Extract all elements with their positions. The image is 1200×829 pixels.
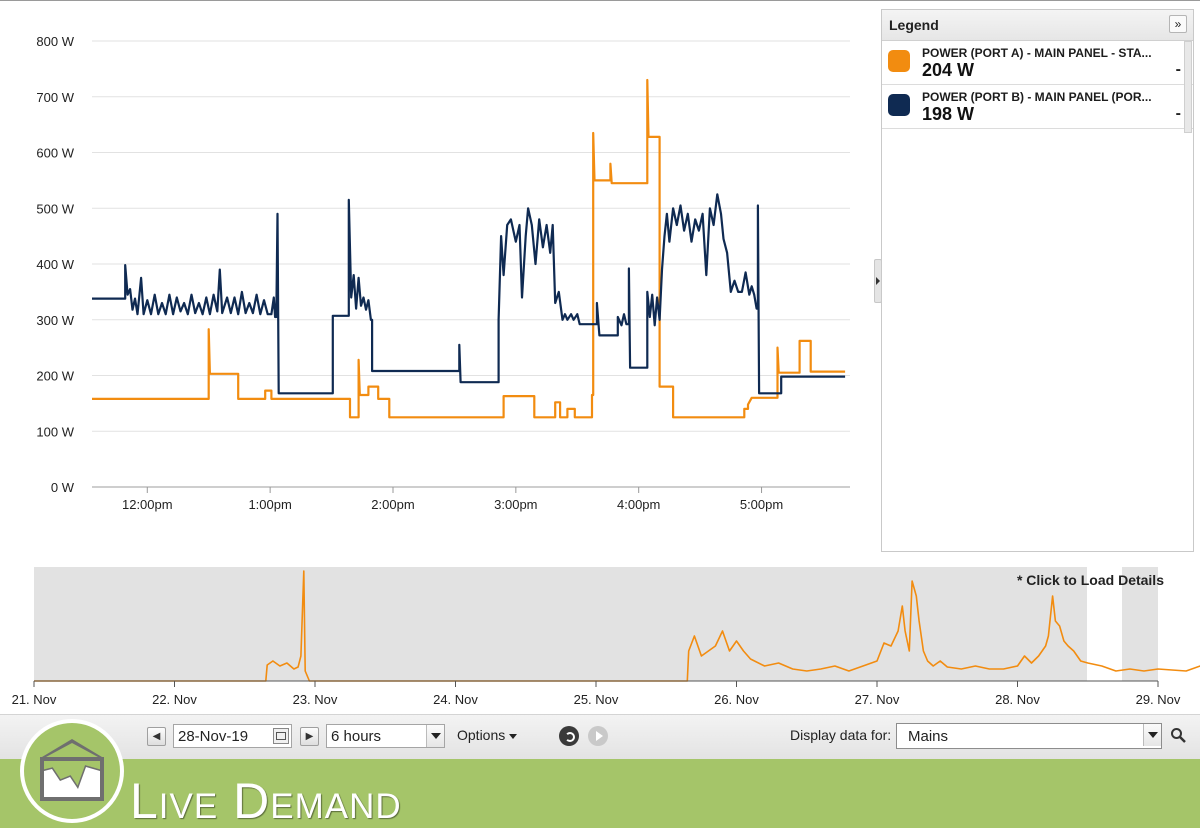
legend-panel: Legend » POWER (PORT A) - MAIN PANEL - S… bbox=[881, 9, 1194, 552]
legend-title: Legend bbox=[889, 17, 939, 33]
overview-tick-label: 21. Nov bbox=[12, 692, 57, 707]
time-range-select[interactable]: 6 hours bbox=[326, 724, 445, 748]
display-data-label: Display data for: bbox=[790, 727, 892, 743]
overview-series bbox=[34, 570, 1200, 682]
series-line-port-b bbox=[92, 193, 846, 395]
previous-period-button[interactable]: ◀ bbox=[147, 727, 166, 746]
overview-tick-label: 24. Nov bbox=[433, 692, 478, 707]
legend-item-port-b[interactable]: POWER (PORT B) - MAIN PANEL (POR... 198 … bbox=[882, 85, 1193, 129]
main-chart-x-axis: 12:00pm 1:00pm 2:00pm 3:00pm 4:00pm 5:00pm bbox=[122, 487, 783, 512]
caret-down-icon bbox=[509, 733, 518, 739]
overview-load-details-note[interactable]: * Click to Load Details bbox=[1017, 572, 1164, 588]
overview-tick-label: 27. Nov bbox=[855, 692, 900, 707]
overview-tick-label: 26. Nov bbox=[714, 692, 759, 707]
y-tick-label: 0 W bbox=[51, 480, 75, 495]
series-line-port-a bbox=[92, 78, 846, 419]
x-tick-label: 4:00pm bbox=[617, 497, 660, 512]
legend-item-value: 198 W bbox=[922, 104, 975, 124]
main-chart-y-axis: 0 W 100 W 200 W 300 W 400 W 500 W 600 W 700 W 80… bbox=[36, 34, 74, 495]
y-tick-label: 500 W bbox=[36, 201, 74, 216]
overview-tick-label: 23. Nov bbox=[293, 692, 338, 707]
y-tick-label: 800 W bbox=[36, 34, 74, 49]
overview-tick-label: 28. Nov bbox=[995, 692, 1040, 707]
y-tick-label: 300 W bbox=[36, 313, 74, 328]
overview-tick-label: 25. Nov bbox=[574, 692, 619, 707]
main-chart-series bbox=[92, 78, 846, 419]
x-tick-label: 5:00pm bbox=[740, 497, 783, 512]
legend-header: Legend » bbox=[882, 10, 1193, 41]
legend-swatch-port-b bbox=[888, 94, 910, 116]
overview-tick-label: 22. Nov bbox=[152, 692, 197, 707]
legend-item-dash: - bbox=[1175, 105, 1181, 122]
time-range-value: 6 hours bbox=[331, 728, 382, 745]
date-input[interactable]: 28-Nov-19 bbox=[178, 728, 249, 745]
refresh-button[interactable] bbox=[559, 726, 579, 746]
overview-background bbox=[34, 567, 1158, 681]
next-period-button[interactable]: ▶ bbox=[300, 727, 319, 746]
calendar-icon[interactable] bbox=[273, 728, 289, 744]
legend-collapse-button[interactable]: » bbox=[1169, 15, 1187, 33]
overview-series-line bbox=[34, 570, 1200, 682]
play-button[interactable] bbox=[588, 726, 608, 746]
y-tick-label: 400 W bbox=[36, 257, 74, 272]
house-chart-logo-icon bbox=[20, 719, 124, 823]
chevron-down-icon[interactable] bbox=[1143, 724, 1161, 746]
y-tick-label: 600 W bbox=[36, 146, 74, 161]
y-tick-label: 100 W bbox=[36, 424, 74, 439]
main-demand-chart[interactable]: 0 W 100 W 200 W 300 W 400 W 500 W 600 W 700 W 80… bbox=[0, 1, 870, 531]
display-data-value: Mains bbox=[908, 728, 949, 745]
legend-item-name: POWER (PORT A) - MAIN PANEL - STA... bbox=[922, 46, 1152, 60]
legend-item-value: 204 W bbox=[922, 60, 975, 80]
x-tick-label: 12:00pm bbox=[122, 497, 173, 512]
legend-scrollbar-thumb[interactable] bbox=[1184, 41, 1192, 133]
x-tick-label: 1:00pm bbox=[248, 497, 291, 512]
y-tick-label: 700 W bbox=[36, 90, 74, 105]
banner-title: Live Demand bbox=[130, 773, 402, 829]
legend-item-dash: - bbox=[1175, 61, 1181, 78]
search-icon[interactable] bbox=[1170, 727, 1186, 743]
overview-navigator-chart[interactable]: 21. Nov 22. Nov 23. Nov 24. Nov 25. Nov 26. N… bbox=[0, 561, 1200, 711]
x-tick-label: 2:00pm bbox=[371, 497, 414, 512]
options-menu-button[interactable]: Options bbox=[457, 727, 518, 743]
y-tick-label: 200 W bbox=[36, 369, 74, 384]
toolbar: ◀ 28-Nov-19 ▶ 6 hours Options Display da… bbox=[0, 714, 1200, 759]
banner: Live Demand bbox=[0, 759, 1200, 829]
legend-item-port-a[interactable]: POWER (PORT A) - MAIN PANEL - STA... 204… bbox=[882, 41, 1193, 85]
options-label: Options bbox=[457, 727, 506, 743]
overview-x-axis: 21. Nov 22. Nov 23. Nov 24. Nov 25. Nov 26. N… bbox=[12, 681, 1181, 707]
overview-selection-window bbox=[1087, 567, 1122, 681]
x-tick-label: 3:00pm bbox=[494, 497, 537, 512]
overview-tick-label: 29. Nov bbox=[1136, 692, 1181, 707]
main-chart-grid bbox=[92, 40, 850, 488]
legend-scrollbar[interactable] bbox=[1183, 41, 1193, 133]
display-data-select[interactable]: Mains bbox=[896, 723, 1162, 749]
date-picker[interactable]: 28-Nov-19 bbox=[173, 724, 292, 748]
legend-swatch-port-a bbox=[888, 50, 910, 72]
chevron-down-icon[interactable] bbox=[426, 725, 444, 747]
legend-item-name: POWER (PORT B) - MAIN PANEL (POR... bbox=[922, 90, 1152, 104]
